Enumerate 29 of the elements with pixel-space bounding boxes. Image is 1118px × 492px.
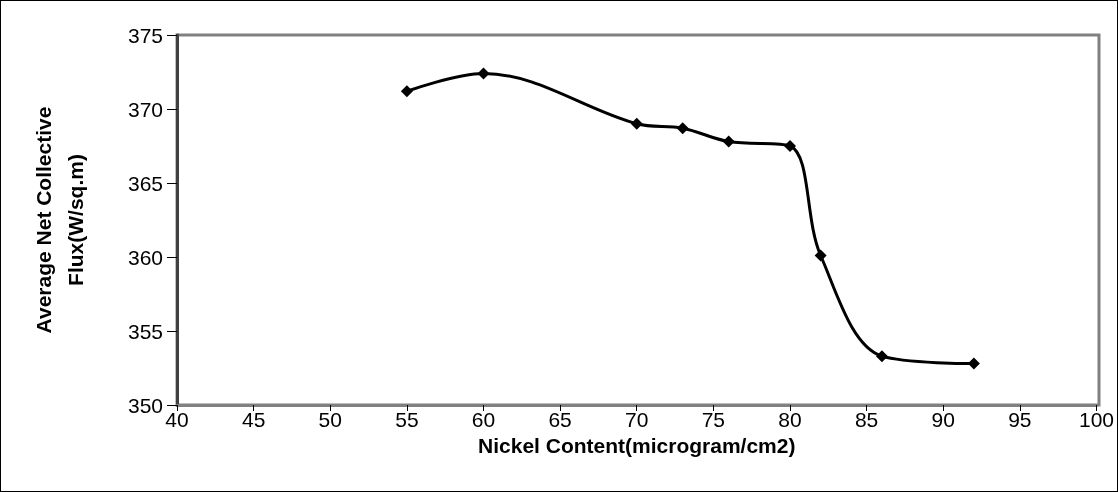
x-tick-label: 90 — [931, 408, 955, 431]
x-tick-label: 45 — [241, 408, 266, 431]
x-tick-label: 70 — [625, 408, 649, 431]
x-tick-label: 80 — [778, 408, 802, 431]
y-axis-title: Average Net Collective Flux(W/sq.m) — [31, 106, 87, 334]
x-tick-label: 85 — [854, 408, 879, 431]
x-tick-label: 65 — [548, 408, 572, 431]
y-tick-label: 365 — [127, 171, 163, 195]
x-tick-label: 100 — [1078, 408, 1114, 431]
x-tick-label: 60 — [471, 408, 496, 431]
point — [400, 85, 413, 98]
point — [477, 67, 490, 80]
point — [676, 122, 689, 135]
point — [814, 249, 827, 262]
x-tick-label: 55 — [395, 408, 419, 431]
x-tick-label: 75 — [701, 408, 726, 431]
point — [783, 140, 796, 152]
y-tick-label: 375 — [127, 23, 163, 47]
y-tick-label: 355 — [127, 319, 163, 343]
point — [722, 135, 735, 148]
point — [875, 350, 888, 363]
y-tick-label: 350 — [127, 393, 163, 417]
x-tick-label: 40 — [165, 408, 189, 431]
x-axis-title: Nickel Content(microgram/cm2) — [478, 433, 796, 457]
point — [630, 117, 643, 130]
x-tick-label: 95 — [1008, 408, 1032, 431]
y-tick-label: 370 — [127, 97, 163, 121]
y-tick-label: 360 — [127, 245, 163, 269]
x-tick-label: 50 — [318, 408, 342, 431]
